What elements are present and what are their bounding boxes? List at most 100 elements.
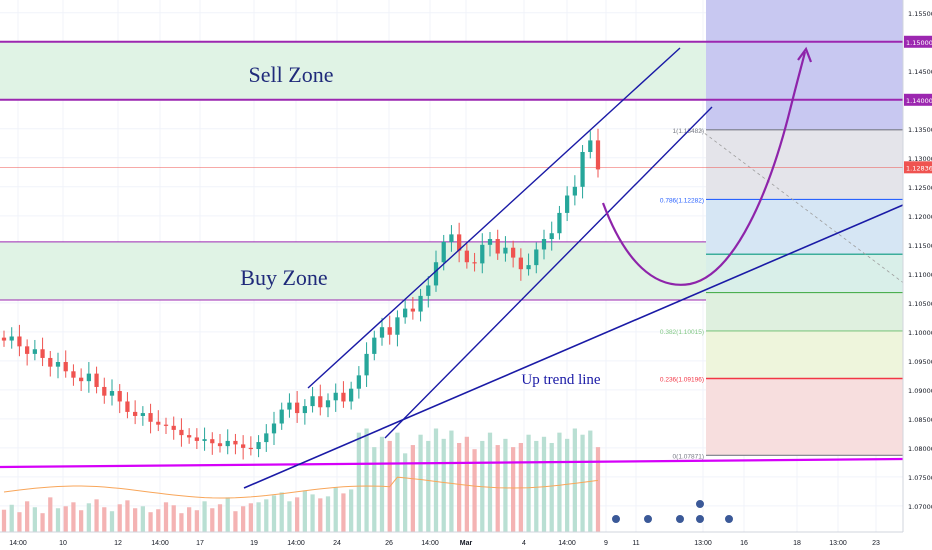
- price-tick-label: 1.12000: [908, 213, 932, 221]
- candle-body: [25, 346, 30, 354]
- volume-bar: [433, 428, 439, 532]
- candle-body: [94, 373, 99, 387]
- projection-curve: [601, 51, 807, 286]
- time-axis[interactable]: 14:00 10 12 14:00 17 19 14:00 24 26 14:00 Mar 4 14:0…: [0, 499, 932, 550]
- volume-bar: [511, 447, 516, 532]
- resistance-upper-tag-label: 1.15000: [906, 39, 932, 47]
- candlesticks: [1, 128, 601, 460]
- time-tick-label: 19: [250, 540, 258, 547]
- candle-body: [487, 239, 493, 245]
- volume-bar: [572, 428, 577, 532]
- time-tick-label: 11: [632, 540, 639, 547]
- volume-bar: [318, 498, 323, 532]
- volume-bars: [1, 428, 601, 532]
- resistance-lower-tag-label: 1.14000: [906, 97, 932, 105]
- time-tick-label: 23: [872, 540, 880, 547]
- candle-body: [318, 396, 323, 408]
- volume-bar: [526, 434, 531, 532]
- current-price-tag-label: 1.12836: [906, 164, 932, 172]
- candle-body: [1, 337, 7, 341]
- volume-bar: [279, 492, 284, 532]
- candle-body: [480, 244, 485, 264]
- volume-bar: [487, 432, 493, 532]
- candle-body: [225, 440, 230, 447]
- candle-body: [541, 239, 547, 250]
- volume-bar: [449, 430, 454, 532]
- volume-bar: [541, 436, 547, 532]
- event-flag-icon: [695, 514, 705, 524]
- time-tick-label: 18: [793, 540, 801, 547]
- volume-bar: [140, 506, 145, 532]
- volume-bar: [63, 506, 68, 532]
- volume-bar: [356, 432, 361, 532]
- volume-bar: [117, 504, 122, 532]
- fib-band: [706, 292, 903, 331]
- candle-body: [86, 373, 91, 382]
- candle-body: [179, 429, 184, 436]
- volume-bar: [194, 510, 199, 532]
- candle-body: [379, 327, 385, 338]
- candle-body: [495, 239, 500, 254]
- candle-body: [256, 442, 261, 450]
- candle-body: [503, 247, 508, 254]
- price-tick-label: 1.08500: [908, 416, 932, 424]
- volume-bar: [457, 442, 462, 532]
- volume-bar: [441, 438, 446, 532]
- uptrend-label: Up trend line: [521, 372, 600, 388]
- candle-body: [410, 308, 415, 312]
- volume-bar: [86, 503, 91, 532]
- volume-bar: [410, 445, 415, 532]
- event-flag-icon: [675, 514, 685, 524]
- candle-body: [133, 411, 138, 416]
- volume-bar: [225, 497, 230, 532]
- volume-bar: [372, 447, 377, 532]
- candle-body: [271, 423, 277, 434]
- volume-bar: [40, 513, 45, 532]
- candle-body: [372, 337, 377, 354]
- event-flag-icon: [724, 514, 734, 524]
- fib-label: 0.786(1.12282): [660, 197, 704, 204]
- time-tick-label: 4: [522, 540, 526, 547]
- candle-body: [48, 357, 53, 367]
- candle-body: [171, 425, 176, 430]
- volume-bar: [495, 445, 500, 532]
- candle-body: [187, 435, 192, 438]
- candle-body: [32, 349, 37, 354]
- candle-body: [287, 402, 292, 410]
- time-tick-label: 14:00: [151, 540, 169, 547]
- resistance-upper-tag: [904, 35, 932, 48]
- candle-body: [395, 317, 400, 335]
- price-tick-label: 1.09500: [908, 358, 932, 366]
- candle-body: [109, 391, 115, 396]
- candle-body: [302, 406, 307, 414]
- volume-bar: [379, 436, 385, 532]
- sell-zone-label: Sell Zone: [249, 62, 334, 87]
- volume-bar: [271, 495, 277, 532]
- support-line: [0, 457, 904, 469]
- candle-body: [140, 413, 145, 416]
- candle-body: [341, 392, 346, 402]
- price-axis[interactable]: 1.15500 1.15000 1.14500 1.14000 1.13500 1.130…: [902, 0, 932, 550]
- volume-bar: [171, 505, 176, 532]
- volume-bar: [187, 507, 192, 532]
- candle-body: [63, 362, 68, 372]
- price-tick-label: 1.10000: [908, 329, 932, 337]
- fib-band: [706, 254, 903, 293]
- price-tick-label: 1.11000: [908, 271, 932, 279]
- price-tick-label: 1.12500: [908, 184, 932, 192]
- time-tick-label: 17: [196, 540, 204, 547]
- volume-bar: [48, 497, 53, 532]
- time-axis-bg: [0, 532, 932, 550]
- volume-bar: [241, 506, 246, 532]
- volume-bar: [595, 447, 601, 532]
- price-tick-label: 1.07000: [908, 503, 932, 511]
- time-tick-label: 10: [59, 540, 67, 547]
- price-tick-label: 1.14500: [908, 68, 932, 76]
- volume-bar: [295, 497, 300, 532]
- volume-bar: [79, 510, 84, 532]
- event-flag-icon: [695, 499, 705, 509]
- candle-body: [55, 362, 61, 367]
- candle-body: [117, 391, 122, 402]
- time-tick-label: 9: [604, 540, 608, 547]
